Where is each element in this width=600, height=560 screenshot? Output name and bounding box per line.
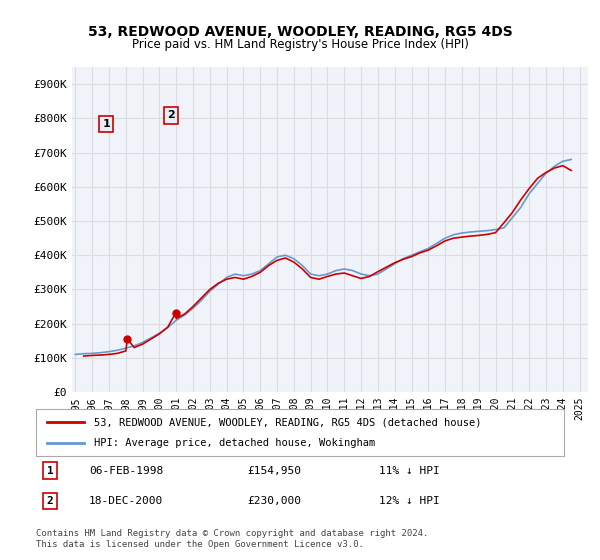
Text: 12% ↓ HPI: 12% ↓ HPI [379,496,440,506]
Text: 1: 1 [102,119,110,129]
Text: HPI: Average price, detached house, Wokingham: HPI: Average price, detached house, Woki… [94,438,376,448]
Text: 06-FEB-1998: 06-FEB-1998 [89,466,163,476]
Text: 1: 1 [47,466,53,476]
Text: 2: 2 [47,496,53,506]
Text: 18-DEC-2000: 18-DEC-2000 [89,496,163,506]
Text: 53, REDWOOD AVENUE, WOODLEY, READING, RG5 4DS (detached house): 53, REDWOOD AVENUE, WOODLEY, READING, RG… [94,417,482,427]
Text: 53, REDWOOD AVENUE, WOODLEY, READING, RG5 4DS: 53, REDWOOD AVENUE, WOODLEY, READING, RG… [88,25,512,39]
Text: £154,950: £154,950 [247,466,301,476]
Text: Contains HM Land Registry data © Crown copyright and database right 2024.
This d: Contains HM Land Registry data © Crown c… [36,529,428,549]
Text: Price paid vs. HM Land Registry's House Price Index (HPI): Price paid vs. HM Land Registry's House … [131,38,469,51]
Text: 2: 2 [167,110,175,120]
Text: £230,000: £230,000 [247,496,301,506]
Text: 11% ↓ HPI: 11% ↓ HPI [379,466,440,476]
